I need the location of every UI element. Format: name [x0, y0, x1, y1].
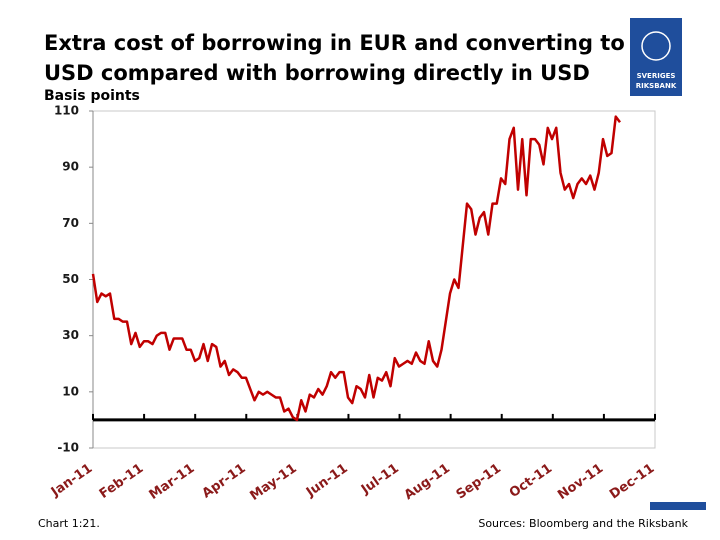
logo	[630, 18, 682, 96]
source: Sources: Bloomberg and the Riksbank	[478, 517, 688, 530]
logo-text: SVERIGES	[637, 72, 676, 80]
y-tick-label: -10	[57, 441, 79, 455]
y-tick-label: 90	[62, 160, 79, 174]
chart-title: USD compared with borrowing directly in …	[44, 61, 590, 85]
x-tick-label: Feb-11	[97, 461, 147, 502]
y-tick-label: 70	[62, 216, 79, 230]
footer-bar	[650, 502, 706, 510]
logo-emblem	[641, 31, 671, 61]
x-tick-label: Aug-11	[402, 461, 453, 503]
x-tick-label: Apr-11	[200, 461, 249, 502]
data-line	[91, 115, 621, 422]
x-tick-label: Nov-11	[555, 461, 606, 503]
y-tick-label: 50	[62, 272, 79, 286]
x-tick-label: Mar-11	[147, 461, 198, 503]
chart-number: Chart 1:21.	[38, 517, 100, 530]
x-tick-label: Jul-11	[358, 461, 402, 498]
logo-text: RIKSBANK	[636, 82, 677, 90]
y-tick-label: 10	[62, 384, 79, 398]
y-tick-label: 110	[54, 104, 79, 118]
x-tick-label: Jan-11	[48, 461, 95, 500]
chart-title: Extra cost of borrowing in EUR and conve…	[44, 31, 625, 55]
y-tick-label: 30	[62, 328, 79, 342]
x-tick-label: May-11	[247, 461, 299, 504]
x-tick-label: Sep-11	[454, 461, 504, 503]
y-axis-label: Basis points	[44, 88, 140, 104]
x-tick-label: Dec-11	[607, 461, 657, 502]
x-tick-label: Jun-11	[303, 461, 351, 501]
x-tick-label: Oct-11	[507, 461, 555, 501]
